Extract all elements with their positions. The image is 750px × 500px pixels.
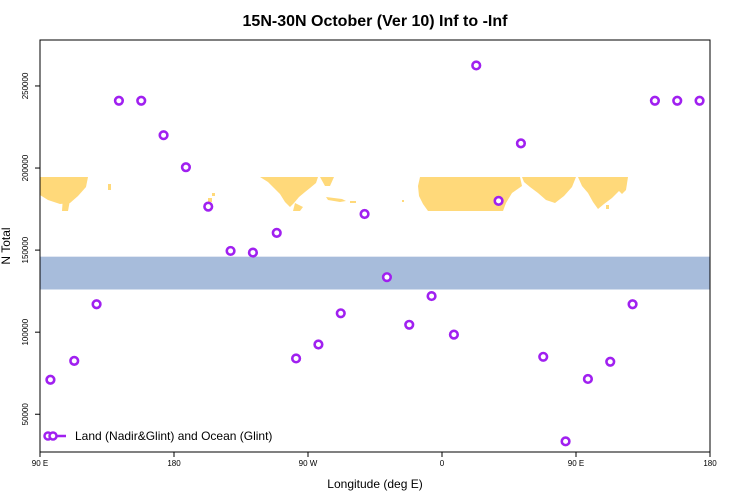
data-point [225,245,236,257]
data-point [203,201,214,212]
x-tick-label: 180 [167,459,181,468]
data-point [271,227,282,238]
y-axis-label: N Total [0,227,13,264]
data-point [515,138,527,149]
legend-label: Land (Nadir&Glint) and Ocean (Glint) [75,429,272,443]
data-point [404,319,415,330]
data-point [113,95,125,106]
x-tick-label: 90 E [32,459,48,468]
x-tick-label: 90 W [299,459,318,468]
data-point [69,355,80,367]
chart-title: 15N-30N October (Ver 10) Inf to -Inf [243,13,509,30]
data-point [538,351,549,362]
data-point [91,299,102,310]
ocean-band [40,256,710,290]
data-point [290,353,302,364]
data-point [448,329,460,340]
x-axis: 90 E 180 90 W 0 90 E 180 [32,452,717,468]
data-point [359,208,370,220]
data-point [672,95,683,106]
data-points [45,60,705,447]
data-point [493,195,504,206]
data-point [426,290,437,302]
legend-marker [48,431,58,441]
legend: Land (Nadir&Glint) and Ocean (Glint) [43,429,272,443]
data-point [335,308,346,319]
land-shapes [40,177,628,211]
data-point [158,130,169,141]
data-point [582,373,594,385]
y-tick-label: 250000 [21,72,30,99]
data-point [381,272,393,283]
data-point [313,339,324,350]
data-point [605,356,616,367]
y-tick-label: 100000 [21,318,30,345]
data-point [45,374,56,385]
data-point [136,95,147,106]
map-background [40,177,710,290]
y-tick-label: 150000 [21,236,30,263]
data-point [247,247,259,258]
y-axis: 50000 100000 150000 200000 250000 [21,72,40,425]
plot-frame [39,39,711,453]
data-point [471,60,482,71]
x-tick-label: 0 [440,459,445,468]
data-point [180,162,192,173]
data-point [649,95,661,106]
x-tick-label: 90 E [568,459,584,468]
x-tick-label: 180 [703,459,717,468]
y-tick-label: 200000 [21,154,30,181]
data-point [694,95,705,106]
data-point [560,436,571,447]
data-point [627,299,638,310]
y-tick-label: 50000 [21,403,30,426]
x-axis-label: Longitude (deg E) [327,477,422,491]
